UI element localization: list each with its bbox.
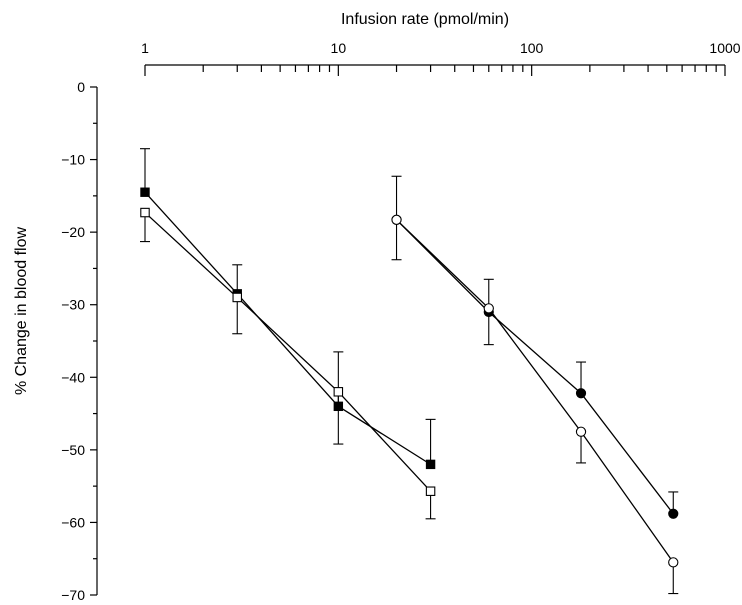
data-point-filled-square <box>140 187 150 197</box>
x-tick-label: 10 <box>331 40 347 56</box>
data-point-filled-circle <box>575 388 587 399</box>
data-point-open-square <box>140 207 150 218</box>
x-axis-title: Infusion rate (pmol/min) <box>341 11 509 28</box>
y-tick-label: 0 <box>77 79 85 95</box>
data-point-open-square <box>232 292 242 303</box>
y-tick-label: −50 <box>61 442 85 458</box>
series-line <box>144 191 431 465</box>
axes: Infusion rate (pmol/min) % Change in blo… <box>13 11 741 603</box>
y-tick-label: −30 <box>61 297 85 313</box>
y-tick-label: −10 <box>61 152 85 168</box>
data-point-filled-square <box>425 459 436 470</box>
data-point-filled-circle <box>668 508 679 519</box>
series-line <box>396 219 674 515</box>
x-tick-label: 1 <box>141 40 149 56</box>
series-line <box>396 219 674 563</box>
y-axis-title: % Change in blood flow <box>13 227 30 396</box>
series-line <box>144 212 432 492</box>
x-tick-label: 100 <box>520 40 544 56</box>
y-tick-label: −70 <box>61 587 85 603</box>
data-point-open-circle <box>668 557 679 568</box>
data-point-open-square <box>425 486 436 496</box>
x-tick-label: 1000 <box>709 40 740 56</box>
data-point-open-circle <box>575 426 587 437</box>
data-point-open-circle <box>483 303 494 314</box>
data-point-open-square <box>333 387 344 397</box>
y-tick-label: −60 <box>61 514 85 530</box>
series-lines <box>144 191 674 563</box>
data-point-open-circle <box>391 214 402 225</box>
y-tick-label: −40 <box>61 369 85 385</box>
y-tick-label: −20 <box>61 224 85 240</box>
error-bars <box>140 148 679 595</box>
data-markers <box>140 187 679 568</box>
data-point-filled-square <box>333 401 344 412</box>
